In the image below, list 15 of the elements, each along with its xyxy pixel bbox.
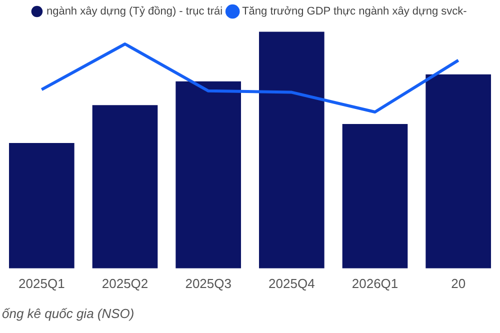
bar (176, 81, 241, 268)
bar (92, 105, 158, 268)
x-tick-label: 2026Q1 (352, 276, 398, 291)
x-tick-label: 2025Q2 (102, 276, 148, 291)
text: ống kê quốc gia (NSO) (1, 306, 136, 321)
bar (426, 74, 491, 268)
legend-label: Tăng trưởng GDP thực ngành xây dựng svck- (242, 6, 468, 18)
legend-label: ngành xây dựng (Tỷ đồng) - trục trái (46, 6, 223, 18)
x-tick-label: 2025Q3 (185, 276, 232, 291)
x-tick-label: 2025Q1 (18, 276, 65, 291)
x-tick-label: 20 (451, 276, 466, 291)
x-tick-label: 2025Q4 (268, 276, 315, 291)
bar (9, 142, 74, 268)
bar (259, 32, 324, 268)
bar (342, 124, 408, 268)
